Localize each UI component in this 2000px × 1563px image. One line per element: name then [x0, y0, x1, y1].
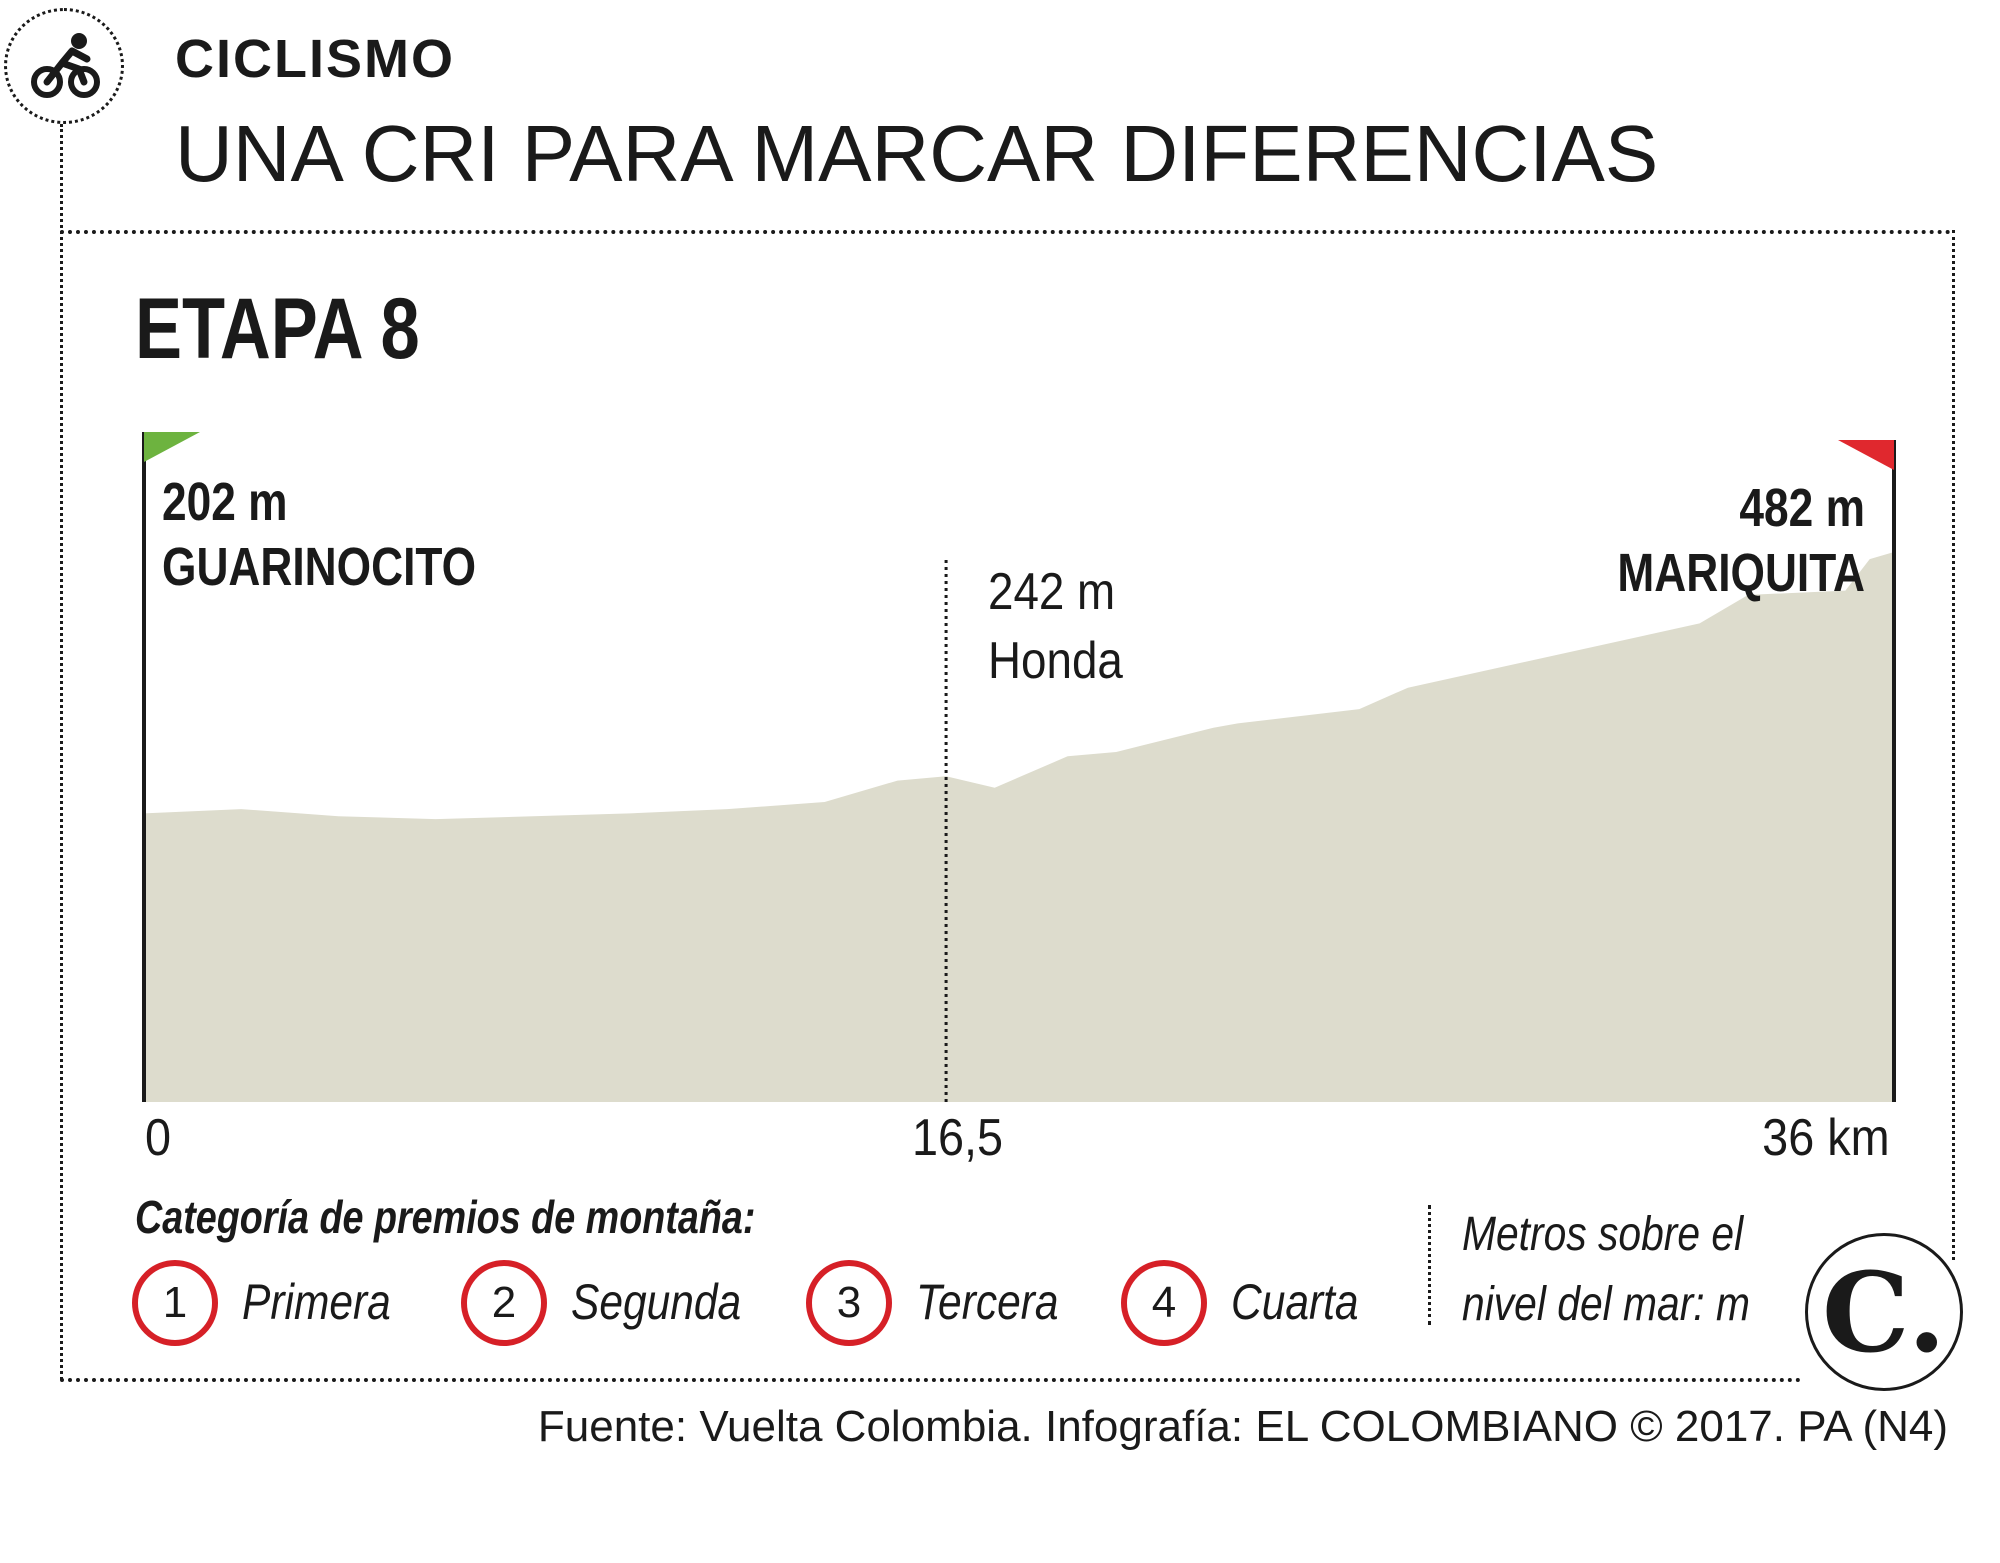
- headline: UNA CRI PARA MARCAR DIFERENCIAS: [175, 109, 1659, 198]
- section-label: CICLISMO: [175, 29, 455, 89]
- finish-flag: [1838, 440, 1894, 470]
- midpoint-name: Honda: [988, 632, 1123, 691]
- category-2-badge: 2: [461, 1260, 547, 1346]
- section-icon-badge: [4, 8, 124, 124]
- start-elevation: 202 m: [162, 472, 288, 532]
- units-line-1: Metros sobre el: [1462, 1208, 1744, 1261]
- frame-right: [1952, 230, 1955, 1260]
- category-4-badge: 4: [1121, 1260, 1207, 1346]
- category-1-label: Primera: [242, 1274, 391, 1330]
- units-note: Metros sobre el nivel del mar: m: [1462, 1200, 1750, 1339]
- frame-left-connector: [60, 124, 63, 1380]
- el-colombiano-logo: C.: [1805, 1233, 1963, 1391]
- cyclist-icon: [31, 33, 100, 98]
- units-line-2: nivel del mar: m: [1462, 1277, 1750, 1331]
- source-credit: Fuente: Vuelta Colombia. Infografía: EL …: [537, 1402, 1948, 1451]
- finish-name: MARIQUITA: [1617, 542, 1865, 603]
- category-3-label: Tercera: [916, 1274, 1059, 1330]
- category-2-label: Segunda: [571, 1274, 742, 1330]
- x-tick-start: 0: [145, 1109, 172, 1167]
- category-3-badge: 3: [806, 1260, 892, 1346]
- stage-title: ETAPA 8: [135, 281, 420, 377]
- elevation-area: [144, 552, 1894, 1102]
- finish-label: 482 m MARIQUITA: [1617, 476, 1865, 606]
- legend-divider: [1428, 1205, 1431, 1325]
- category-1-badge: 1: [132, 1260, 218, 1346]
- x-tick-mid: 16,5: [912, 1109, 1004, 1167]
- finish-elevation: 482 m: [1739, 478, 1865, 538]
- category-4-label: Cuarta: [1231, 1274, 1359, 1330]
- frame-bottom: [60, 1378, 1802, 1382]
- frame-top: [60, 230, 1952, 234]
- midpoint-label: 242 m Honda: [988, 558, 1123, 696]
- midpoint-elevation: 242 m: [988, 563, 1116, 621]
- start-flag: [144, 432, 200, 462]
- start-label: 202 m GUARINOCITO: [162, 470, 476, 600]
- start-name: GUARINOCITO: [162, 536, 477, 597]
- x-tick-end: 36 km: [1762, 1109, 1890, 1167]
- legend-title: Categoría de premios de montaña:: [135, 1191, 756, 1243]
